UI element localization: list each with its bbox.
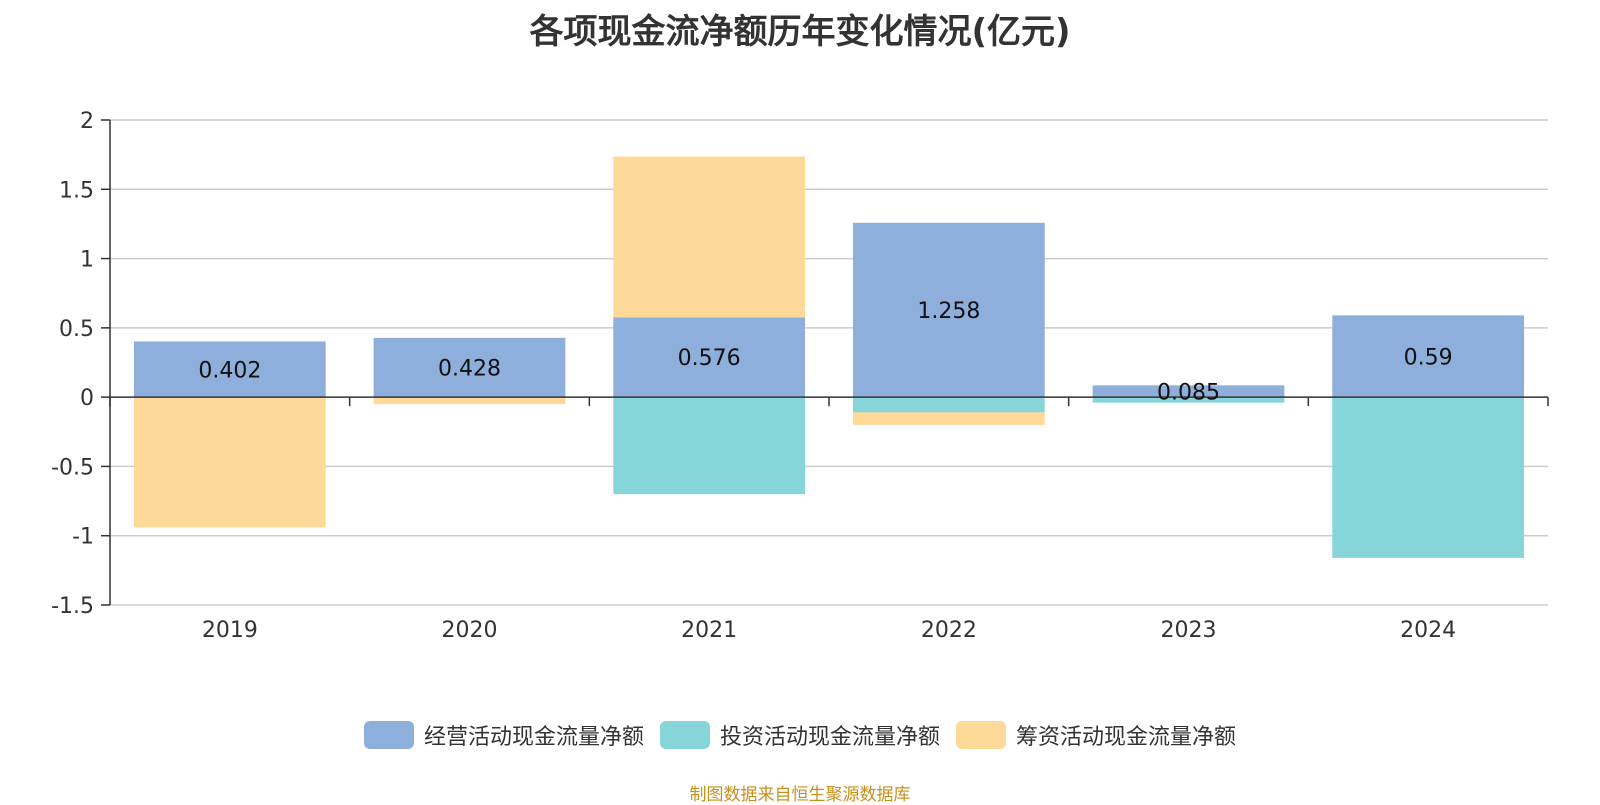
legend-label-investing: 投资活动现金流量净额 — [719, 725, 940, 750]
data-labels: 0.402 0.428 0.576 1.258 0.085 0.59 — [198, 299, 1452, 405]
x-tick-label: 2019 — [202, 618, 258, 643]
bar-operating — [613, 317, 806, 398]
bar-operating — [1092, 385, 1285, 398]
data-label: 0.59 — [1404, 345, 1453, 370]
bar-operating — [852, 222, 1045, 398]
legend-item-operating[interactable]: 经营活动现金流量净额 — [363, 719, 644, 751]
data-label: 1.258 — [917, 299, 980, 324]
y-tick-label: -0.5 — [51, 455, 94, 480]
legend-swatch-operating — [363, 721, 414, 749]
legend-item-financing[interactable]: 筹资活动现金流量净额 — [956, 719, 1236, 751]
bars — [133, 156, 1525, 558]
x-tick-label: 2024 — [1400, 618, 1456, 643]
legend: 经营活动现金流量净额 投资活动现金流量净额 筹资活动现金流量净额 — [0, 719, 1600, 751]
chart-title: 各项现金流净额历年变化情况(亿元) — [529, 12, 1071, 52]
legend-swatch-financing — [956, 721, 1006, 749]
legend-swatch-investing — [659, 721, 710, 749]
bar-financing — [373, 397, 566, 405]
bar-financing — [133, 397, 326, 528]
bar-operating — [1332, 315, 1525, 398]
bar-investing — [1092, 397, 1285, 403]
bar-operating — [133, 341, 326, 398]
source-note: 制图数据来自恒生聚源数据库 — [689, 785, 911, 805]
bar-financing — [852, 412, 1045, 425]
x-tick-label: 2021 — [681, 618, 737, 643]
bar-investing — [613, 397, 806, 495]
data-label: 0.576 — [678, 346, 741, 371]
y-tick-label: -1 — [72, 525, 94, 550]
y-tick-label: 1 — [80, 248, 94, 273]
bar-operating — [373, 337, 566, 398]
data-label: 0.428 — [438, 356, 501, 381]
y-tick-label: 0 — [80, 386, 94, 411]
x-axis: 2019 2020 2021 2022 2023 2024 — [109, 396, 1549, 643]
x-tick-label: 2023 — [1161, 618, 1217, 643]
y-tick-label: 1.5 — [59, 178, 94, 203]
legend-label-financing: 筹资活动现金流量净额 — [1016, 725, 1237, 750]
x-tick-label: 2022 — [921, 618, 977, 643]
data-label: 0.402 — [198, 358, 261, 383]
data-label: 0.085 — [1157, 380, 1220, 405]
y-tick-label: -1.5 — [51, 594, 94, 619]
legend-item-investing[interactable]: 投资活动现金流量净额 — [659, 719, 940, 751]
y-tick-label: 0.5 — [59, 317, 94, 342]
y-tick-label: 2 — [80, 109, 94, 134]
bar-investing — [1332, 397, 1525, 558]
y-axis: 2 1.5 1 0.5 0 -0.5 -1 -1.5 — [51, 109, 111, 619]
bar-financing — [613, 156, 806, 318]
gridlines — [110, 119, 1548, 606]
x-tick-label: 2020 — [442, 618, 498, 643]
bar-investing — [852, 397, 1045, 413]
legend-label-operating: 经营活动现金流量净额 — [423, 725, 644, 750]
